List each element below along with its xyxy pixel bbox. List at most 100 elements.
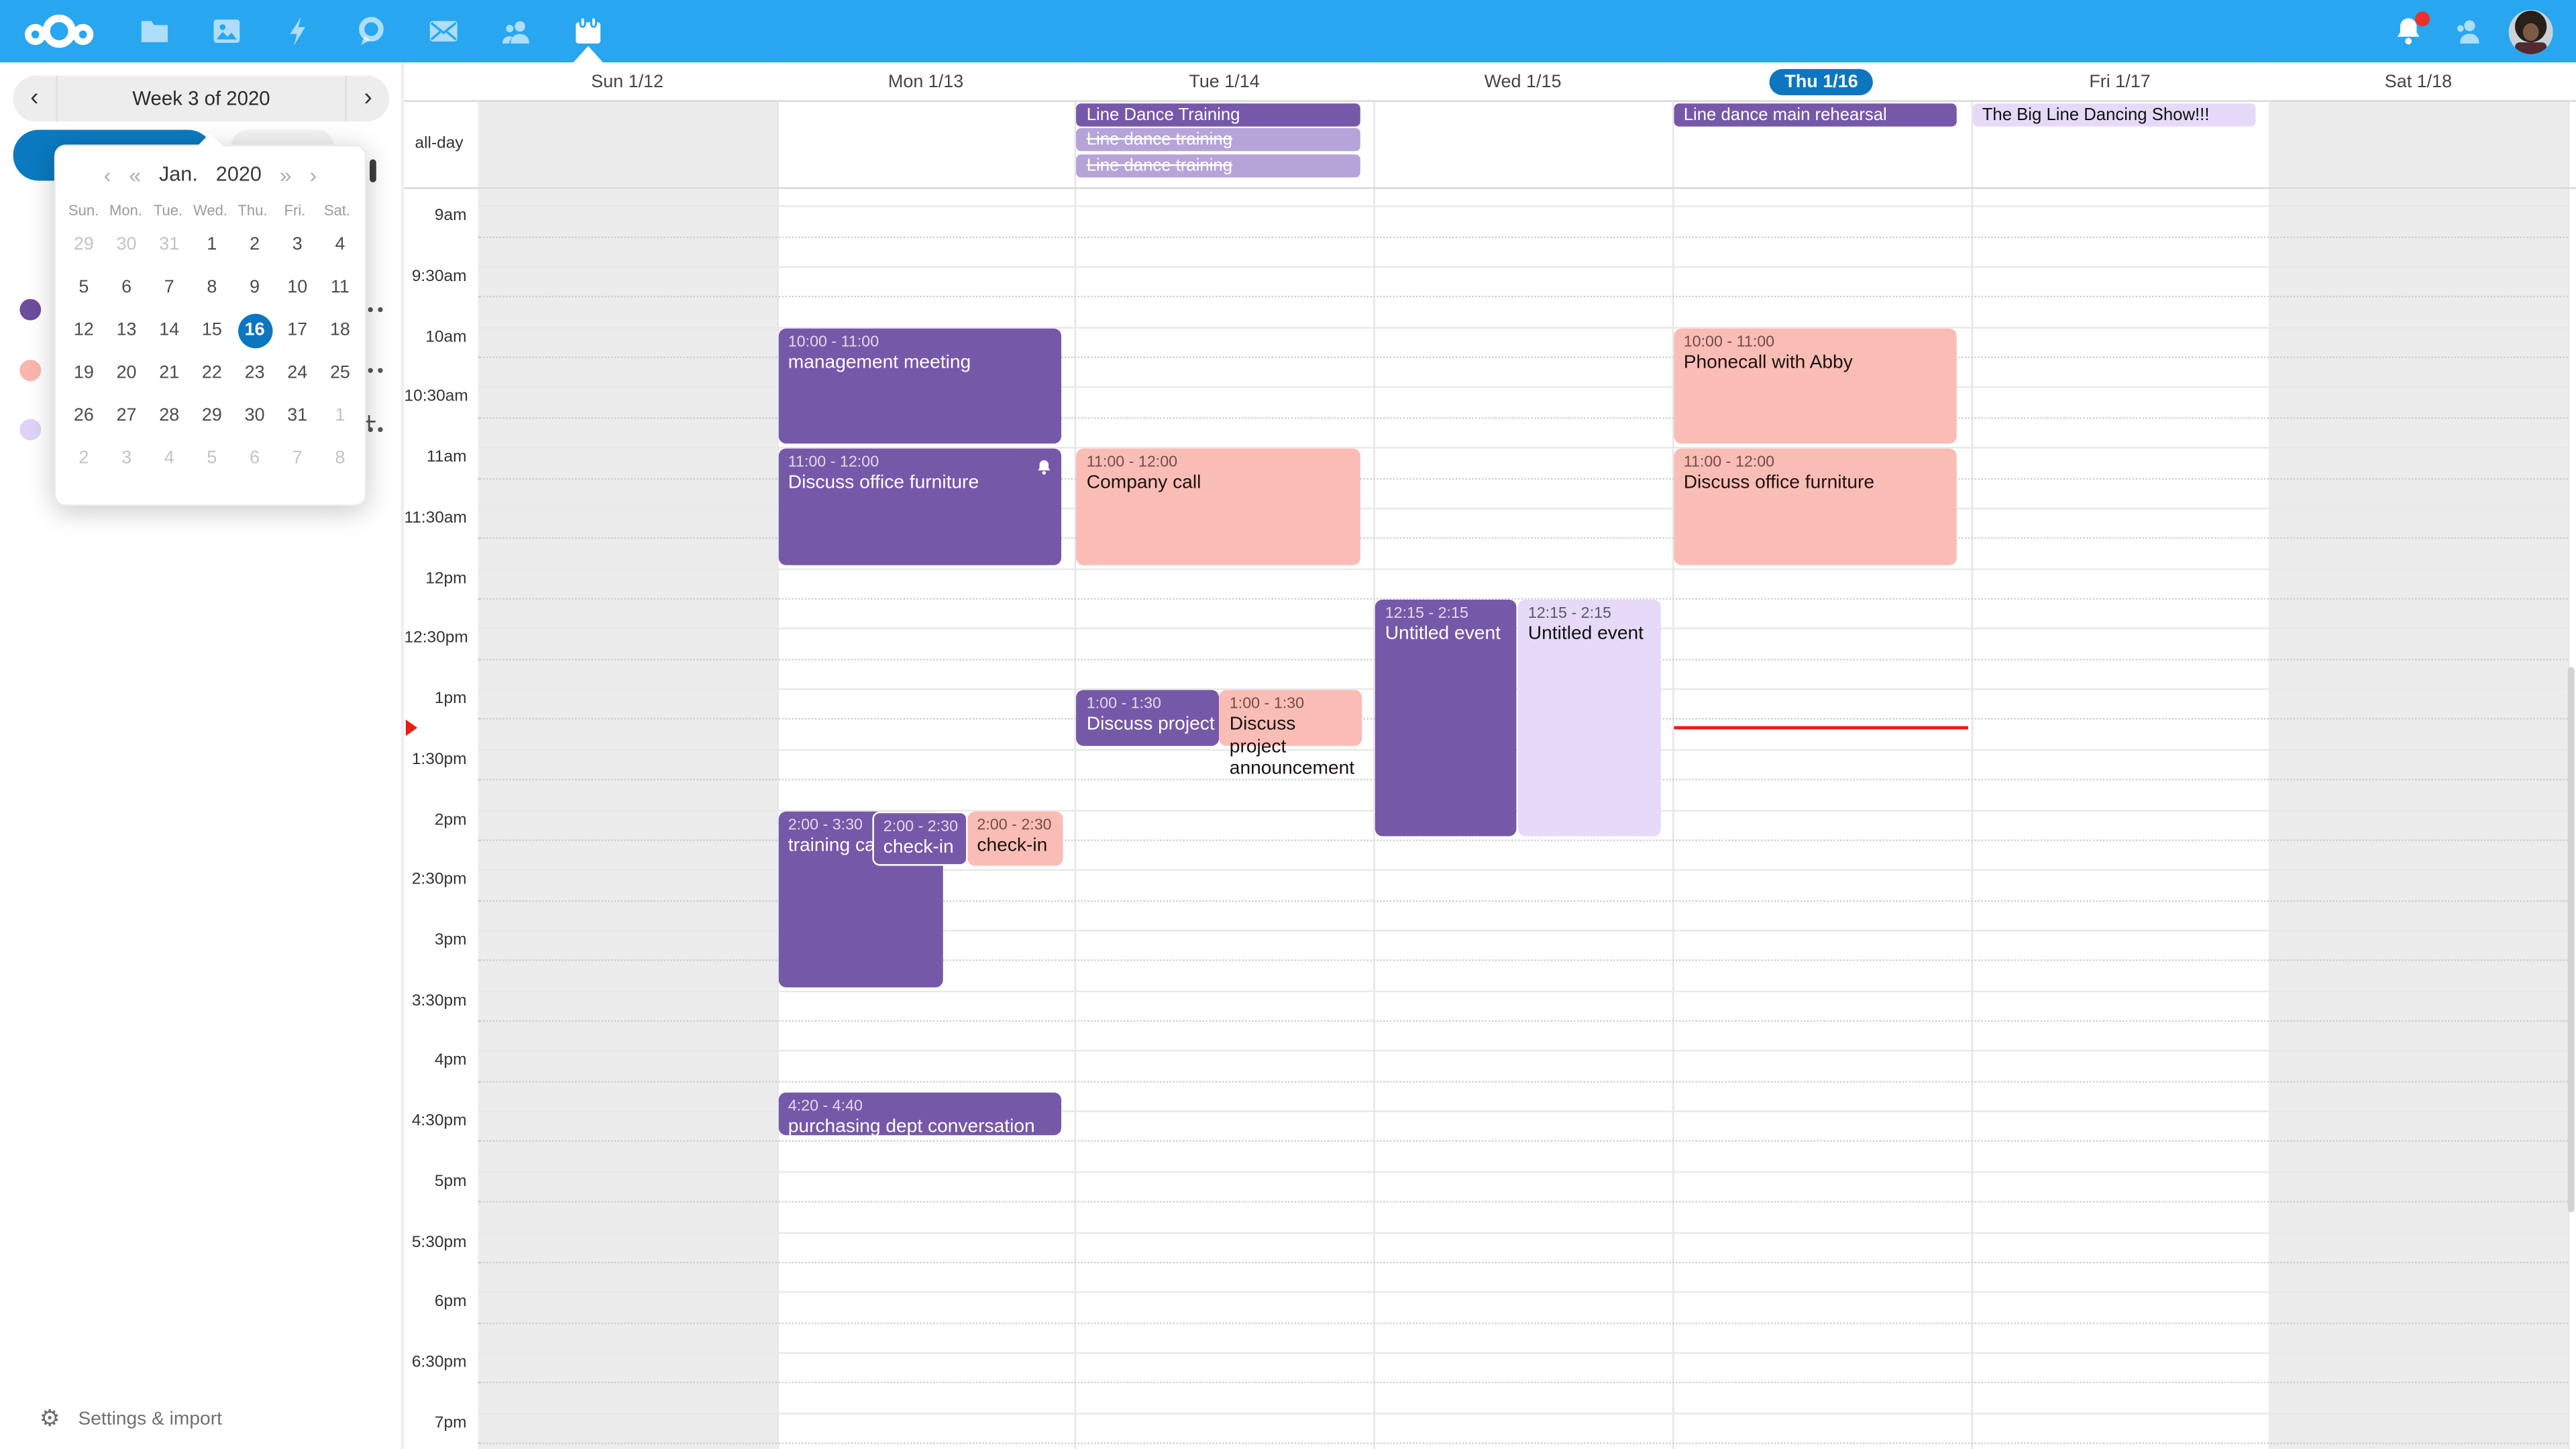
app-calendar[interactable] bbox=[552, 0, 625, 62]
contacts-menu-button[interactable] bbox=[2449, 13, 2485, 50]
date-cell-8[interactable]: 8 bbox=[335, 448, 345, 468]
event-check-in[interactable]: 2:00 - 2:30 check-in bbox=[871, 810, 967, 867]
date-cell-26[interactable]: 26 bbox=[73, 405, 94, 426]
date-cell-27[interactable]: 27 bbox=[116, 405, 137, 426]
day-header-7[interactable]: Sat 1/18 bbox=[2269, 62, 2568, 102]
date-cell-28[interactable]: 28 bbox=[159, 405, 180, 426]
day-column-6[interactable] bbox=[1971, 189, 2269, 1449]
date-cell-12[interactable]: 12 bbox=[73, 320, 94, 340]
date-cell-13[interactable]: 13 bbox=[116, 320, 137, 340]
year-label[interactable]: 2020 bbox=[215, 162, 262, 186]
date-cell-23[interactable]: 23 bbox=[244, 363, 265, 383]
date-cell-21[interactable]: 21 bbox=[159, 363, 180, 383]
next-year-button[interactable]: › bbox=[309, 162, 317, 186]
week-label[interactable]: Week 3 of 2020 bbox=[132, 87, 270, 111]
date-cell-5[interactable]: 5 bbox=[78, 277, 89, 298]
all-day-event[interactable]: Line dance training bbox=[1077, 128, 1360, 152]
date-cell-6[interactable]: 6 bbox=[121, 277, 132, 298]
day-header-3[interactable]: Tue 1/14 bbox=[1075, 62, 1374, 102]
event-untitled-event[interactable]: 12:15 - 2:15 Untitled event bbox=[1375, 599, 1517, 837]
settings-import[interactable]: ⚙ Settings & import bbox=[40, 1405, 222, 1433]
day-column-7[interactable] bbox=[2269, 189, 2568, 1449]
date-cell-7[interactable]: 7 bbox=[292, 448, 303, 468]
date-cell-9[interactable]: 9 bbox=[250, 277, 260, 298]
day-header-6[interactable]: Fri 1/17 bbox=[1971, 62, 2269, 102]
grid-scrollbar-thumb[interactable] bbox=[2567, 667, 2575, 1213]
user-avatar[interactable] bbox=[2508, 9, 2553, 54]
date-cell-16[interactable]: 16 bbox=[233, 309, 276, 352]
next-week-button[interactable]: › bbox=[364, 83, 372, 112]
date-cell-17[interactable]: 17 bbox=[287, 320, 308, 340]
date-cell-3[interactable]: 3 bbox=[121, 448, 132, 468]
date-cell-1[interactable]: 1 bbox=[207, 235, 217, 255]
event-phonecall-with-abby[interactable]: 10:00 - 11:00 Phonecall with Abby bbox=[1674, 328, 1957, 444]
date-cell-14[interactable]: 14 bbox=[159, 320, 180, 340]
event-company-call[interactable]: 11:00 - 12:00 Company call bbox=[1077, 448, 1360, 565]
event-purchasing-dept-conversation[interactable]: 4:20 - 4:40 purchasing dept conversation bbox=[778, 1092, 1062, 1135]
date-cell-29[interactable]: 29 bbox=[73, 235, 94, 255]
day-column-3[interactable] bbox=[1075, 189, 1374, 1449]
date-cell-25[interactable]: 25 bbox=[329, 363, 350, 383]
all-day-event[interactable]: Line dance training bbox=[1077, 153, 1360, 177]
date-cell-4[interactable]: 4 bbox=[335, 235, 345, 255]
date-cell-4[interactable]: 4 bbox=[164, 448, 174, 468]
app-photos[interactable] bbox=[191, 0, 263, 62]
calendar-item-menu-icon[interactable] bbox=[368, 368, 383, 374]
event-check-in[interactable]: 2:00 - 2:30 check-in bbox=[967, 810, 1063, 867]
date-cell-30[interactable]: 30 bbox=[116, 235, 137, 255]
sidebar-scrollbar-thumb[interactable] bbox=[370, 159, 376, 182]
event-management-meeting[interactable]: 10:00 - 11:00 management meeting bbox=[778, 328, 1062, 444]
date-cell-30[interactable]: 30 bbox=[244, 405, 265, 426]
date-cell-1[interactable]: 1 bbox=[335, 405, 345, 426]
date-cell-31[interactable]: 31 bbox=[287, 405, 308, 426]
date-cell-11[interactable]: 11 bbox=[330, 277, 350, 298]
date-cell-19[interactable]: 19 bbox=[73, 363, 94, 383]
event-untitled-event[interactable]: 12:15 - 2:15 Untitled event bbox=[1518, 599, 1662, 837]
day-header-2[interactable]: Mon 1/13 bbox=[777, 62, 1075, 102]
day-header-1[interactable]: Sun 1/12 bbox=[478, 62, 777, 102]
date-cell-29[interactable]: 29 bbox=[201, 405, 222, 426]
date-cell-15[interactable]: 15 bbox=[201, 320, 222, 340]
all-day-event[interactable]: Line Dance Training bbox=[1077, 103, 1360, 126]
calendar-list-item[interactable] bbox=[0, 414, 402, 447]
date-cell-31[interactable]: 31 bbox=[159, 235, 180, 255]
date-cell-22[interactable]: 22 bbox=[201, 363, 222, 383]
day-column-1[interactable] bbox=[478, 189, 777, 1449]
date-cell-2[interactable]: 2 bbox=[78, 448, 89, 468]
date-cell-7[interactable]: 7 bbox=[164, 277, 174, 298]
event-discuss-office-furniture[interactable]: 11:00 - 12:00 Discuss office furniture bbox=[778, 448, 1062, 565]
calendar-item-menu-icon[interactable] bbox=[368, 307, 383, 313]
date-cell-10[interactable]: 10 bbox=[287, 277, 308, 298]
prev-year-button[interactable]: ‹ bbox=[103, 162, 111, 186]
prev-month-button[interactable]: « bbox=[129, 162, 142, 186]
date-cell-6[interactable]: 6 bbox=[250, 448, 260, 468]
nextcloud-logo[interactable] bbox=[0, 11, 118, 51]
event-discuss-office-furniture[interactable]: 11:00 - 12:00 Discuss office furniture bbox=[1674, 448, 1957, 565]
calendar-list-item[interactable] bbox=[0, 355, 402, 388]
notifications-button[interactable] bbox=[2390, 11, 2430, 50]
app-talk[interactable] bbox=[335, 0, 408, 62]
date-cell-3[interactable]: 3 bbox=[292, 235, 303, 255]
date-cell-2[interactable]: 2 bbox=[250, 235, 260, 255]
date-cell-18[interactable]: 18 bbox=[329, 320, 350, 340]
previous-week-button[interactable]: ‹ bbox=[30, 83, 39, 112]
day-header-5[interactable]: Thu 1/16 bbox=[1672, 62, 1971, 102]
date-cell-8[interactable]: 8 bbox=[207, 277, 217, 298]
month-label[interactable]: Jan. bbox=[158, 162, 198, 186]
app-contacts[interactable] bbox=[480, 0, 552, 62]
app-activity[interactable] bbox=[263, 0, 335, 62]
date-cell-20[interactable]: 20 bbox=[116, 363, 137, 383]
all-day-event[interactable]: The Big Line Dancing Show!!! bbox=[1972, 103, 2256, 126]
contacts-icon bbox=[502, 21, 529, 44]
day-header-4[interactable]: Wed 1/15 bbox=[1374, 62, 1672, 102]
calendar-list-item[interactable] bbox=[0, 294, 402, 327]
app-mail[interactable] bbox=[407, 0, 480, 62]
app-files[interactable] bbox=[118, 0, 191, 62]
all-day-event[interactable]: Line dance main rehearsal bbox=[1674, 103, 1957, 126]
next-month-button[interactable]: » bbox=[279, 162, 292, 186]
date-cell-5[interactable]: 5 bbox=[207, 448, 217, 468]
calendar-item-menu-icon[interactable] bbox=[368, 427, 383, 433]
date-cell-24[interactable]: 24 bbox=[287, 363, 308, 383]
